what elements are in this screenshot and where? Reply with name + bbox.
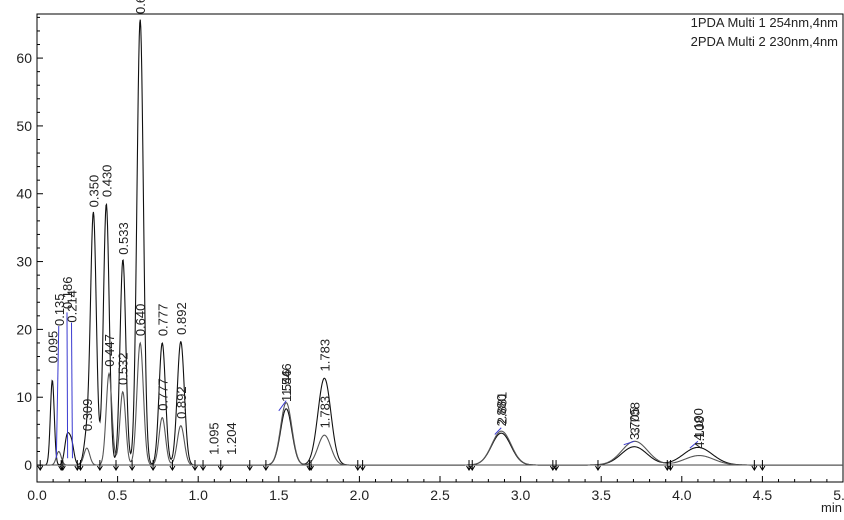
peak-label: 0.640 — [133, 0, 148, 14]
peak-label: 0.350 — [86, 175, 101, 208]
peak-label: 3.708 — [628, 402, 643, 435]
x-axis-label: min — [821, 500, 842, 515]
x-tick-label: 3.0 — [511, 487, 531, 503]
peak-label: 1.204 — [224, 422, 239, 455]
y-tick-label: 10 — [16, 389, 32, 405]
x-tick-label: 1.5 — [269, 487, 289, 503]
integration-marker-arrow — [217, 465, 224, 471]
peak-label: 4.100 — [691, 408, 706, 441]
peak-label: 0.095 — [45, 331, 60, 364]
integration-marker-arrow — [553, 465, 559, 471]
series-line-2 — [37, 341, 843, 466]
peak-label: 0.447 — [102, 334, 117, 367]
peak-label: 0.532 — [116, 352, 131, 385]
peak-label: 2.881 — [494, 392, 509, 425]
peak-label: 0.533 — [116, 222, 131, 255]
peak-label: 0.640 — [133, 304, 148, 337]
peak-label: 1.546 — [279, 369, 294, 402]
integration-marker-arrow — [246, 465, 253, 471]
integration-marker-arrow — [759, 465, 766, 471]
peak-label: 0.186 — [60, 276, 75, 309]
x-tick-label: 0.5 — [108, 487, 128, 503]
peak-label: 1.546 — [279, 363, 294, 396]
peak-label: 0.430 — [99, 165, 114, 198]
x-tick-label: 1.0 — [188, 487, 208, 503]
peak-annotation-line — [494, 427, 502, 435]
peak-annotation-line — [689, 440, 699, 449]
peak-annotation-line — [66, 312, 69, 459]
integration-marker-arrow — [469, 465, 476, 471]
integration-marker-arrow — [595, 465, 601, 471]
integration-marker-arrow — [96, 465, 103, 471]
peak-label: 3.705 — [627, 407, 642, 440]
y-tick-label: 40 — [16, 186, 32, 202]
integration-marker-layer — [37, 460, 766, 471]
peak-annotation-line — [70, 322, 73, 459]
peak-label: 2.880 — [494, 394, 509, 427]
x-tick-label: 2.0 — [350, 487, 370, 503]
peak-label: 4.108 — [692, 416, 707, 449]
integration-marker-arrow — [113, 465, 119, 471]
integration-marker-arrow — [751, 465, 758, 471]
x-tick-label: 0.0 — [27, 487, 47, 503]
integration-marker-arrow — [308, 465, 314, 471]
y-tick-label: 60 — [16, 50, 32, 66]
x-tick-label: 2.5 — [430, 487, 450, 503]
peak-label: 0.777 — [155, 304, 170, 337]
legend-entry-2: 2PDA Multi 2 230nm,4nm — [691, 34, 838, 49]
x-tick-label: 4.5 — [753, 487, 773, 503]
integration-marker-arrow — [169, 465, 176, 471]
trace-layer — [37, 19, 843, 466]
integration-marker-arrow — [359, 465, 366, 471]
axis-layer: 0.0 0.5 1.0 1.5 2.0 2.5 3.0 3.5 4.0 4.5 5.0 0 10 20 30… — [16, 16, 844, 503]
integration-marker-arrow — [354, 465, 361, 471]
x-tick-label: 5.0 — [833, 487, 844, 503]
peak-annotation-line — [623, 440, 635, 446]
integration-marker-arrow — [200, 465, 206, 471]
legend: 1PDA Multi 1 254nm,4nm 2PDA Multi 2 230n… — [691, 15, 838, 49]
x-tick-label: 3.5 — [591, 487, 611, 503]
peak-label: 0.892 — [174, 302, 189, 335]
x-tick-label: 4.0 — [672, 487, 692, 503]
peak-annotation-line — [278, 400, 287, 412]
integration-marker-arrow — [77, 465, 84, 471]
integration-marker-arrow — [59, 465, 66, 471]
y-tick-label: 20 — [16, 321, 32, 337]
peak-label: 1.783 — [317, 339, 332, 372]
integration-marker-arrow — [192, 465, 198, 471]
peak-label: 0.892 — [174, 386, 189, 419]
peak-label: 1.783 — [317, 396, 332, 429]
peak-label: 0.135 — [52, 293, 67, 326]
integration-marker-arrow — [262, 465, 269, 471]
y-tick-label: 50 — [16, 118, 32, 134]
y-tick-label: 30 — [16, 254, 32, 270]
integration-marker-arrow — [129, 465, 136, 471]
y-tick-label: 0 — [24, 457, 32, 473]
peak-label: 0.309 — [80, 399, 95, 432]
peak-annotation-line — [55, 325, 60, 459]
integration-marker-arrow — [150, 465, 156, 471]
peak-label: 0.777 — [155, 378, 170, 411]
peak-label: 1.095 — [207, 422, 222, 455]
integration-marker-arrow — [667, 465, 674, 471]
peak-label: 0.214 — [64, 290, 79, 323]
legend-entry-1: 1PDA Multi 1 254nm,4nm — [691, 15, 838, 30]
integration-marker-arrow — [37, 465, 44, 471]
